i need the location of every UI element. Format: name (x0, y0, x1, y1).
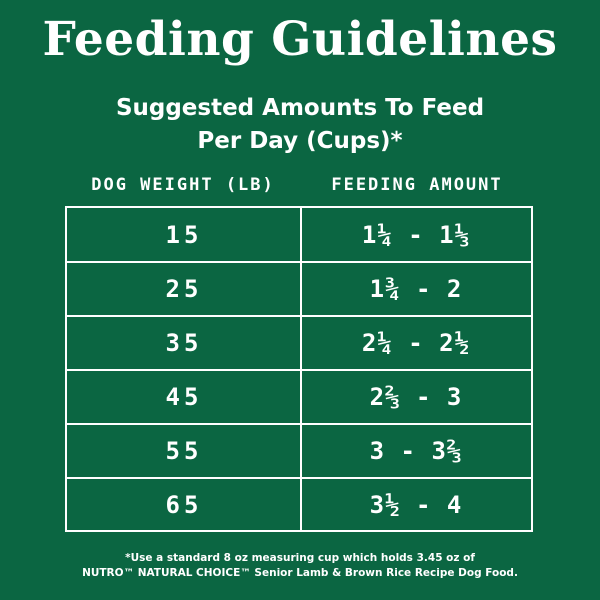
feeding-table: 15 1¼ - 1⅓ 25 1¾ - 2 35 2¼ - 2½ 45 2⅔ - … (65, 206, 533, 532)
amount-cell: 2¼ - 2½ (361, 329, 471, 357)
weight-cell: 55 (165, 437, 203, 465)
weight-cell: 45 (165, 383, 203, 411)
weight-cell: 35 (165, 329, 203, 357)
row-divider (67, 369, 531, 371)
amount-cell: 1¼ - 1⅓ (361, 221, 471, 249)
weight-cell: 25 (165, 275, 203, 303)
amount-cell: 3½ - 4 (369, 491, 463, 519)
footnote-line-1: *Use a standard 8 oz measuring cup which… (125, 552, 475, 564)
page-title: Feeding Guidelines (42, 12, 558, 67)
row-divider (67, 423, 531, 425)
column-header-amount: FEEDING AMOUNT (331, 175, 503, 195)
footnote-line-2: NUTRO™ NATURAL CHOICE™ Senior Lamb & Bro… (82, 567, 518, 579)
subtitle-line-1: Suggested Amounts To Feed (115, 95, 485, 121)
table-row: 45 2⅔ - 3 (67, 370, 531, 425)
table-row: 65 3½ - 4 (67, 478, 531, 532)
column-header-weight: DOG WEIGHT (LB) (91, 175, 275, 195)
amount-cell: 1¾ - 2 (369, 275, 463, 303)
weight-cell: 15 (165, 221, 203, 249)
table-row: 35 2¼ - 2½ (67, 316, 531, 371)
subtitle: Suggested Amounts To Feed Per Day (Cups)… (0, 92, 600, 158)
amount-cell: 2⅔ - 3 (369, 383, 463, 411)
weight-cell: 65 (165, 491, 203, 519)
subtitle-line-2: Per Day (Cups)* (197, 128, 403, 154)
amount-cell: 3 - 3⅔ (369, 437, 463, 465)
row-divider (67, 477, 531, 479)
row-divider (67, 315, 531, 317)
footnote: *Use a standard 8 oz measuring cup which… (0, 551, 600, 581)
table-row: 55 3 - 3⅔ (67, 424, 531, 479)
table-row: 15 1¼ - 1⅓ (67, 208, 531, 263)
table-row: 25 1¾ - 2 (67, 262, 531, 317)
row-divider (67, 261, 531, 263)
